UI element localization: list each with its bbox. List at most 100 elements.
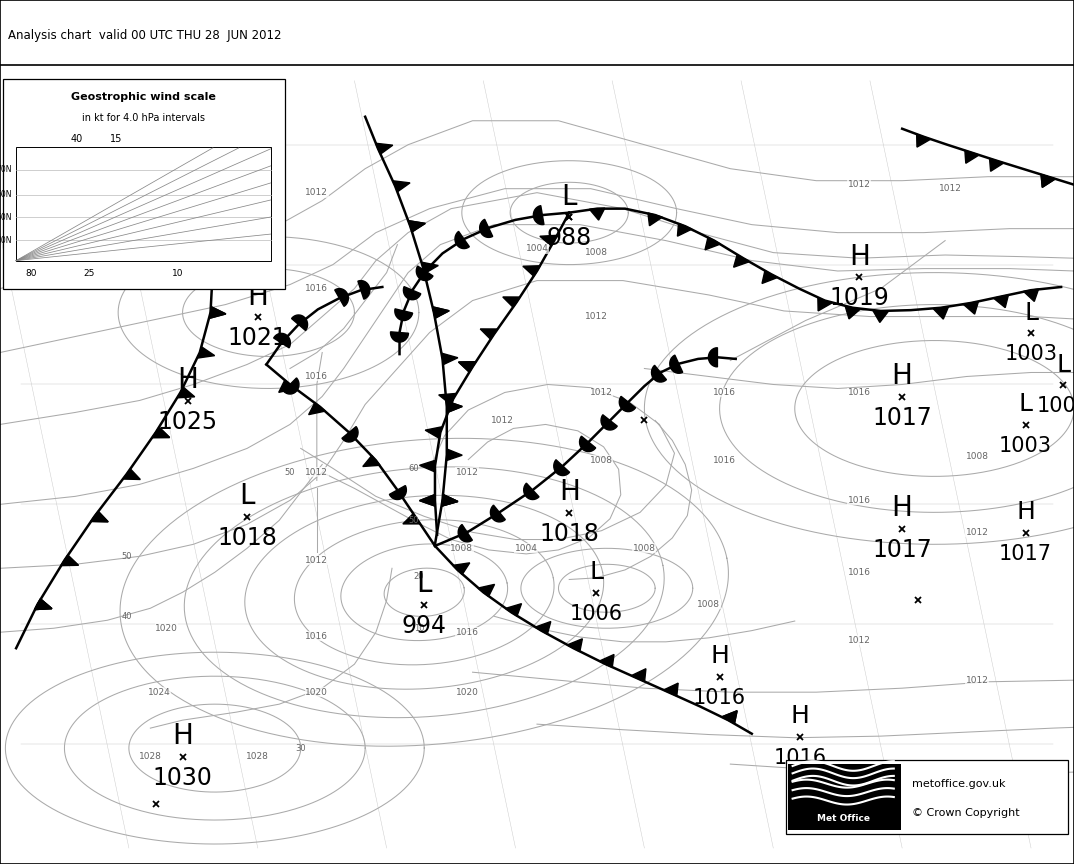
Text: H: H xyxy=(790,704,810,728)
Polygon shape xyxy=(506,604,522,616)
Polygon shape xyxy=(358,281,369,299)
Polygon shape xyxy=(734,255,750,267)
Text: H: H xyxy=(1016,500,1035,524)
Polygon shape xyxy=(441,494,458,506)
Text: 1012: 1012 xyxy=(966,528,989,537)
Polygon shape xyxy=(664,683,678,696)
Text: 30: 30 xyxy=(295,744,306,753)
Polygon shape xyxy=(963,302,978,314)
Polygon shape xyxy=(209,307,226,318)
Text: Geostrophic wind scale: Geostrophic wind scale xyxy=(72,92,216,102)
Text: 10: 10 xyxy=(413,624,424,632)
Text: 1012: 1012 xyxy=(847,636,871,645)
Polygon shape xyxy=(709,347,717,367)
Text: 1008: 1008 xyxy=(633,543,656,553)
Polygon shape xyxy=(395,308,412,321)
Polygon shape xyxy=(91,511,108,522)
Text: 1012: 1012 xyxy=(590,388,613,397)
Polygon shape xyxy=(441,353,458,365)
Text: 20: 20 xyxy=(413,572,424,581)
Polygon shape xyxy=(845,307,860,319)
Polygon shape xyxy=(1024,289,1039,302)
Polygon shape xyxy=(480,219,493,238)
Text: 1017: 1017 xyxy=(872,538,932,562)
Polygon shape xyxy=(403,513,420,524)
Text: 1020: 1020 xyxy=(455,688,479,696)
Polygon shape xyxy=(391,332,408,342)
Text: 1012: 1012 xyxy=(966,676,989,684)
Polygon shape xyxy=(177,387,194,397)
Text: 40N: 40N xyxy=(0,236,12,245)
Polygon shape xyxy=(453,562,469,575)
Text: 50N: 50N xyxy=(0,213,12,222)
Polygon shape xyxy=(213,267,228,278)
Text: 1007: 1007 xyxy=(1036,396,1074,416)
Polygon shape xyxy=(722,711,737,723)
Polygon shape xyxy=(393,181,410,192)
Bar xyxy=(786,760,1068,834)
Polygon shape xyxy=(632,669,645,682)
Text: 60N: 60N xyxy=(0,190,12,200)
Polygon shape xyxy=(420,494,435,506)
Text: 10: 10 xyxy=(172,269,183,278)
Polygon shape xyxy=(279,380,295,392)
Polygon shape xyxy=(408,220,425,232)
Text: in kt for 4.0 hPa intervals: in kt for 4.0 hPa intervals xyxy=(83,112,205,123)
Polygon shape xyxy=(420,494,435,506)
Polygon shape xyxy=(580,436,596,452)
Text: 1012: 1012 xyxy=(305,556,329,565)
Polygon shape xyxy=(198,347,215,358)
Polygon shape xyxy=(335,289,348,307)
Polygon shape xyxy=(209,307,226,318)
Polygon shape xyxy=(455,232,469,249)
Polygon shape xyxy=(447,449,462,461)
Text: 50: 50 xyxy=(121,552,132,561)
Text: 1012: 1012 xyxy=(847,181,871,189)
Polygon shape xyxy=(524,483,539,499)
Text: 1004: 1004 xyxy=(525,245,549,253)
Polygon shape xyxy=(480,329,497,340)
Text: 1008: 1008 xyxy=(584,248,608,257)
Polygon shape xyxy=(763,270,778,283)
Polygon shape xyxy=(678,224,692,236)
Polygon shape xyxy=(590,208,605,220)
Polygon shape xyxy=(459,362,476,372)
Text: 1008: 1008 xyxy=(966,452,989,461)
Text: 1016: 1016 xyxy=(305,284,329,293)
Polygon shape xyxy=(390,486,406,499)
Text: L: L xyxy=(589,560,604,584)
Text: 40: 40 xyxy=(70,134,83,144)
Polygon shape xyxy=(459,524,473,542)
Polygon shape xyxy=(601,415,618,430)
Text: 60: 60 xyxy=(408,464,419,473)
Polygon shape xyxy=(61,556,78,565)
Text: H: H xyxy=(848,243,870,270)
Text: 1018: 1018 xyxy=(217,526,277,550)
Text: 40: 40 xyxy=(121,612,132,620)
Polygon shape xyxy=(291,315,307,331)
Polygon shape xyxy=(459,362,476,372)
Text: H: H xyxy=(710,645,729,668)
Text: H: H xyxy=(891,494,913,523)
Polygon shape xyxy=(534,206,543,225)
Polygon shape xyxy=(274,334,290,348)
Polygon shape xyxy=(417,266,433,281)
Polygon shape xyxy=(599,654,614,667)
Text: H: H xyxy=(558,479,580,506)
Text: 1019: 1019 xyxy=(829,286,889,310)
Polygon shape xyxy=(1041,175,1056,187)
Polygon shape xyxy=(648,213,663,226)
Text: 988: 988 xyxy=(547,226,592,251)
Polygon shape xyxy=(652,365,667,382)
Bar xyxy=(788,764,901,829)
Text: 1012: 1012 xyxy=(491,416,514,425)
Polygon shape xyxy=(441,494,458,506)
Bar xyxy=(3,79,285,289)
Polygon shape xyxy=(554,460,569,475)
Polygon shape xyxy=(34,599,52,610)
Polygon shape xyxy=(933,307,948,319)
Polygon shape xyxy=(422,262,438,273)
Text: 1012: 1012 xyxy=(305,188,329,197)
Polygon shape xyxy=(523,266,540,276)
Polygon shape xyxy=(124,469,141,480)
